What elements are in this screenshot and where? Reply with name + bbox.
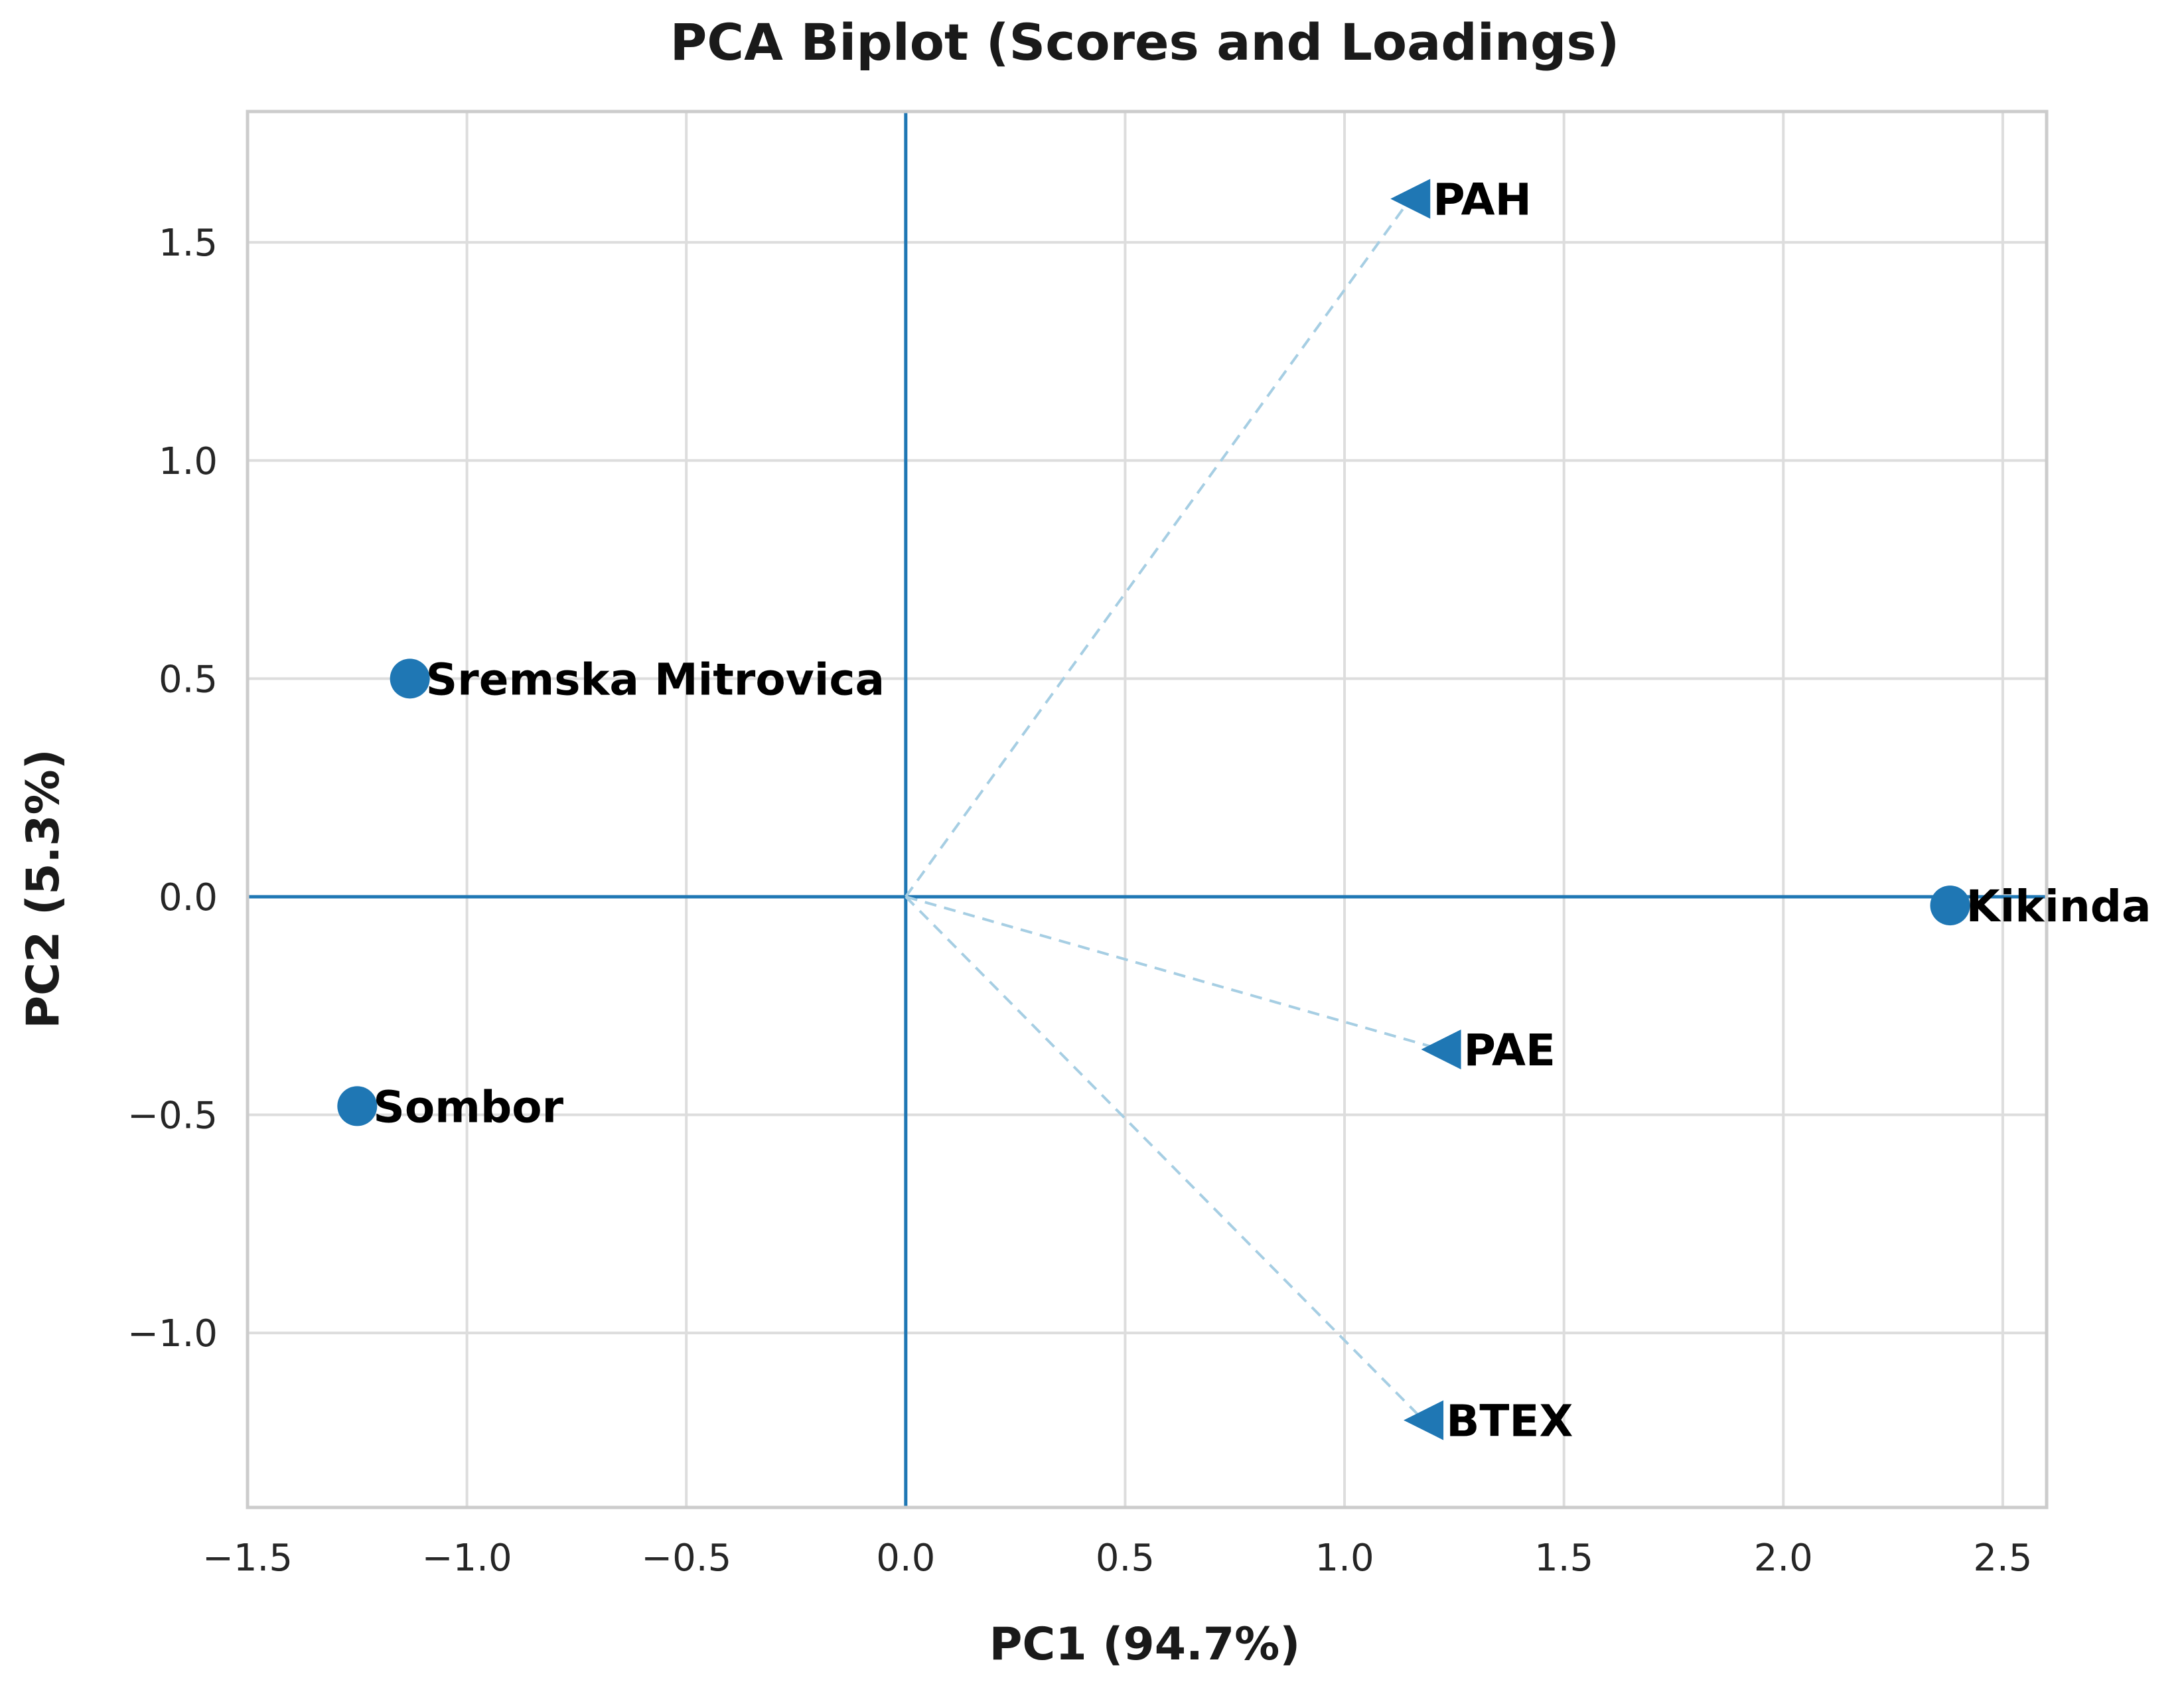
y-axis-label: PC2 (5.3%) bbox=[17, 749, 70, 1028]
x-tick-label: 0.0 bbox=[876, 1537, 935, 1580]
chart-title: PCA Biplot (Scores and Loadings) bbox=[670, 13, 1620, 72]
tick-labels: −1.5 −1.0 −0.5 0.0 0.5 1.0 1.5 2.0 2.5 −1.0 −0.5 0.… bbox=[127, 222, 2032, 1580]
y-tick-label: −1.0 bbox=[127, 1312, 218, 1355]
y-tick-label: 1.0 bbox=[159, 440, 218, 483]
loading-marker bbox=[1404, 1400, 1444, 1440]
loadings: PAH PAE BTEX bbox=[905, 174, 1573, 1447]
x-tick-label: 1.0 bbox=[1315, 1537, 1374, 1580]
score-label: Sombor bbox=[373, 1081, 563, 1132]
y-tick-label: 0.0 bbox=[159, 876, 218, 919]
x-tick-label: 2.5 bbox=[1973, 1537, 2032, 1580]
loading-label: PAE bbox=[1464, 1025, 1556, 1076]
loading-line bbox=[905, 895, 1425, 1421]
score-point bbox=[1930, 885, 1970, 926]
x-tick-label: 0.5 bbox=[1096, 1537, 1155, 1580]
loading-marker bbox=[1421, 1029, 1461, 1069]
loading-line bbox=[905, 198, 1412, 898]
x-tick-label: −0.5 bbox=[641, 1537, 731, 1580]
x-tick-label: −1.5 bbox=[202, 1537, 293, 1580]
score-label: Sremska Mitrovica bbox=[426, 654, 885, 705]
plot-frame bbox=[246, 110, 2049, 1509]
loading-line bbox=[905, 895, 1442, 1051]
x-tick-label: −1.0 bbox=[422, 1537, 512, 1580]
x-tick-label: 2.0 bbox=[1754, 1537, 1813, 1580]
grid bbox=[246, 112, 2047, 1507]
score-label: Kikinda bbox=[1966, 881, 2151, 932]
x-tick-label: 1.5 bbox=[1534, 1537, 1593, 1580]
scores: Sremska Mitrovica Sombor Kikinda bbox=[337, 654, 2151, 1132]
loading-label: PAH bbox=[1433, 174, 1532, 225]
zero-axes bbox=[248, 112, 2047, 1507]
x-axis-label: PC1 (94.7%) bbox=[989, 1618, 1301, 1671]
loading-marker bbox=[1390, 179, 1431, 219]
loading-label: BTEX bbox=[1446, 1396, 1573, 1447]
score-point bbox=[337, 1086, 378, 1126]
y-tick-label: −0.5 bbox=[127, 1095, 218, 1138]
score-point bbox=[390, 658, 430, 699]
y-tick-label: 0.5 bbox=[159, 658, 218, 701]
y-tick-label: 1.5 bbox=[159, 222, 218, 265]
